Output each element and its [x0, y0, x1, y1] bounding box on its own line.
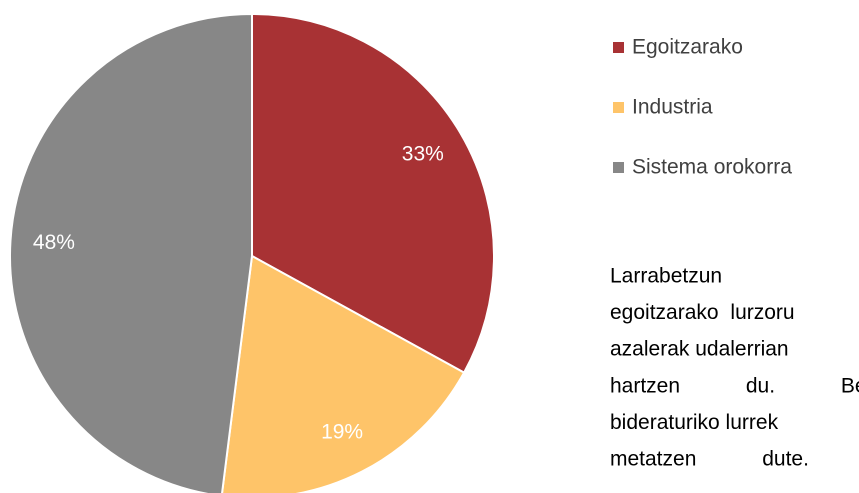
- pie-slice: [9, 12, 253, 493]
- paragraph-line: bideraturiko lurrek: [610, 411, 779, 434]
- pie-slice: [251, 12, 495, 374]
- legend-swatch: [613, 162, 624, 173]
- paragraph-line: metatzen dute.: [610, 448, 809, 471]
- paragraph-line: azalerak udalerrian: [610, 338, 789, 361]
- slice-label: 19%: [321, 420, 363, 443]
- legend-swatch: [613, 102, 624, 113]
- paragraph-line: Larrabetzun urba: [610, 265, 859, 288]
- slice-label: 33%: [402, 143, 444, 166]
- legend-label: Industria: [632, 96, 713, 119]
- pie-slice: [221, 254, 466, 493]
- slice-label: 48%: [33, 231, 75, 254]
- legend-label: Sistema orokorra: [632, 156, 792, 179]
- legend-label: Egoitzarako: [632, 36, 743, 59]
- paragraph-line: egoitzarako lurzoru: [610, 301, 795, 324]
- legend-swatch: [613, 42, 624, 53]
- paragraph-line: hartzen du. Best: [610, 374, 859, 397]
